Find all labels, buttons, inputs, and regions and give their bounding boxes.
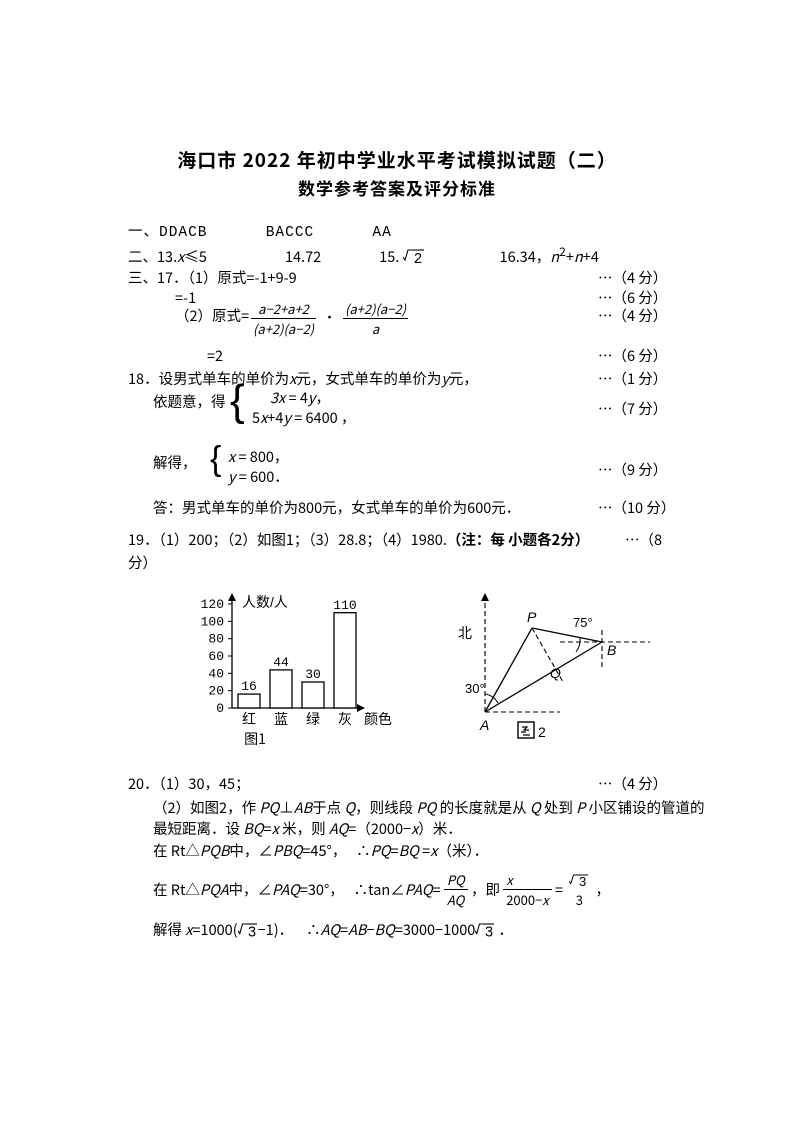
svg-text:蓝: 蓝	[274, 709, 288, 729]
svg-text:100: 100	[201, 614, 224, 629]
svg-text:图1: 图1	[244, 729, 266, 749]
svg-text:80: 80	[208, 632, 224, 647]
svg-text:颜色: 颜色	[364, 709, 392, 729]
svg-text:120: 120	[201, 597, 224, 612]
svg-text:3: 3	[485, 925, 493, 939]
svg-text:40: 40	[208, 666, 224, 681]
svg-text:30: 30	[305, 667, 321, 682]
svg-text:P: P	[527, 609, 537, 625]
svg-text:绿: 绿	[306, 709, 320, 729]
svg-text:北: 北	[458, 625, 472, 641]
svg-text:A: A	[479, 717, 489, 733]
svg-text:3: 3	[579, 874, 586, 888]
svg-text:人数/人: 人数/人	[242, 594, 288, 610]
svg-text:Q: Q	[550, 665, 561, 681]
svg-text:16: 16	[241, 679, 257, 694]
svg-text:75°: 75°	[573, 615, 593, 630]
svg-text:灰: 灰	[338, 709, 352, 729]
svg-text:44: 44	[273, 655, 289, 670]
svg-text:30°: 30°	[465, 681, 485, 696]
svg-text:0: 0	[216, 701, 224, 716]
svg-text:110: 110	[333, 598, 356, 613]
svg-text:红: 红	[242, 709, 256, 729]
svg-text:60: 60	[208, 649, 224, 664]
svg-text:2: 2	[414, 251, 422, 265]
svg-text:B: B	[607, 642, 616, 658]
svg-text:3: 3	[248, 925, 256, 939]
svg-text:20: 20	[208, 684, 224, 699]
svg-text:2: 2	[538, 724, 546, 740]
